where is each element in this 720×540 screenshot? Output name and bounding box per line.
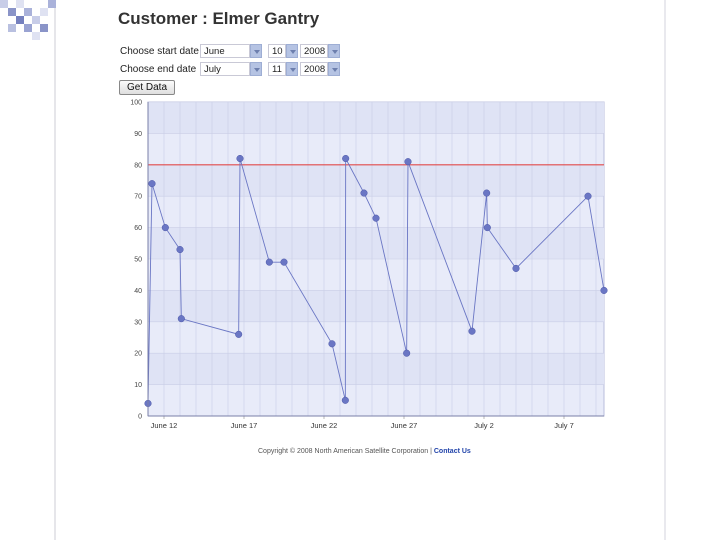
data-point — [235, 330, 243, 338]
page-edge-right — [664, 0, 720, 540]
x-tick-label: June 17 — [231, 421, 258, 430]
data-point — [403, 349, 411, 357]
data-point — [404, 158, 412, 166]
data-point — [341, 396, 349, 404]
start-day-select[interactable]: 10 — [268, 44, 286, 58]
plot-band — [148, 102, 604, 134]
data-point — [483, 189, 491, 197]
data-point — [483, 224, 491, 232]
data-point — [265, 258, 273, 266]
end-year-select[interactable]: 2008 — [300, 62, 328, 76]
page-edge-left — [54, 0, 56, 540]
page-title: Customer : Elmer Gantry — [118, 9, 320, 28]
y-tick-label: 100 — [130, 100, 142, 107]
data-point — [177, 315, 185, 323]
footer: Copyright © 2008 North American Satellit… — [258, 448, 471, 455]
end-day-select[interactable]: 11 — [268, 62, 286, 76]
data-point — [584, 192, 592, 200]
x-tick-label: July 2 — [474, 421, 494, 430]
data-point — [328, 340, 336, 348]
end-month-dropdown-icon[interactable] — [250, 62, 262, 76]
y-tick-label: 70 — [134, 194, 142, 201]
data-point — [372, 214, 380, 222]
y-tick-label: 60 — [134, 225, 142, 232]
y-tick-label: 50 — [134, 257, 142, 264]
data-point — [176, 246, 184, 254]
get-data-button[interactable]: Get Data — [119, 80, 175, 95]
y-tick-label: 10 — [134, 382, 142, 389]
x-tick-label: June 22 — [311, 421, 338, 430]
y-tick-label: 30 — [134, 319, 142, 326]
start-day-dropdown-icon[interactable] — [286, 44, 298, 58]
plot-band — [148, 353, 604, 385]
y-tick-label: 90 — [134, 131, 142, 138]
plot-band — [148, 290, 604, 322]
data-point — [468, 327, 476, 335]
data-point — [148, 180, 156, 188]
x-tick-label: June 27 — [391, 421, 418, 430]
plot-band — [148, 164, 604, 197]
data-point — [512, 264, 520, 272]
y-tick-label: 20 — [134, 351, 142, 358]
end-date-label: Choose end date — [120, 64, 197, 75]
x-tick-label: June 12 — [151, 421, 178, 430]
y-tick-label: 80 — [134, 162, 142, 169]
end-month-select[interactable]: July — [200, 62, 250, 76]
contact-us-link[interactable]: Contact Us — [433, 448, 471, 455]
data-point — [600, 286, 608, 294]
data-point — [236, 154, 244, 163]
end-year-dropdown-icon[interactable] — [328, 62, 340, 76]
x-tick-label: July 7 — [554, 421, 574, 430]
start-month-dropdown-icon[interactable] — [250, 44, 262, 58]
line-chart-svg: 0 10 20 30 40 50 60 70 80 90 100 June 12 June 17 June… — [130, 100, 608, 430]
series-line — [147, 158, 605, 404]
data-point — [360, 189, 368, 197]
plot-band — [148, 227, 604, 259]
y-tick-label: 0 — [138, 414, 142, 421]
start-date-label: Choose start date — [120, 46, 199, 57]
decorative-squares — [0, 0, 70, 42]
y-tick-label: 40 — [134, 288, 142, 295]
start-month-select[interactable]: June — [200, 44, 250, 58]
data-point — [161, 224, 169, 232]
end-day-dropdown-icon[interactable] — [286, 62, 298, 76]
data-point — [342, 154, 350, 163]
line-chart: 0 10 20 30 40 50 60 70 80 90 100 June 12 June 17 June… — [114, 96, 610, 436]
start-year-dropdown-icon[interactable] — [328, 44, 340, 58]
start-year-select[interactable]: 2008 — [300, 44, 328, 58]
data-point — [280, 258, 288, 266]
footer-copyright: Copyright © 2008 North American Satellit… — [258, 448, 432, 455]
